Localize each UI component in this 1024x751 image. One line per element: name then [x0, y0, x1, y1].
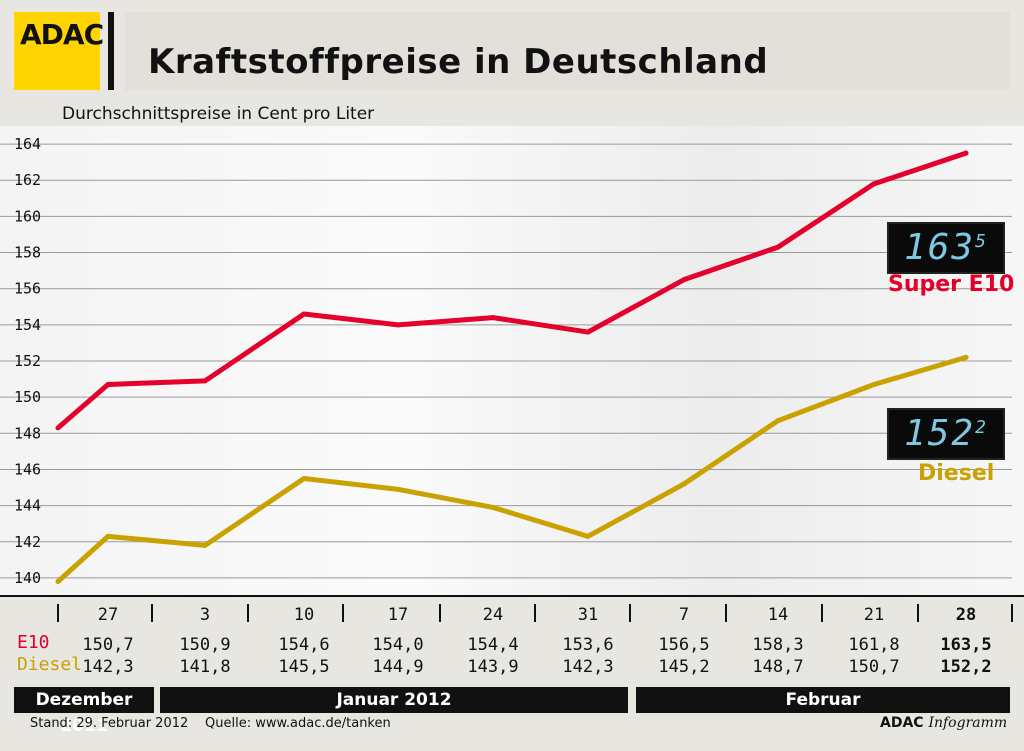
y-tick-label: 154	[14, 316, 41, 334]
data-point-diesel	[585, 533, 591, 539]
value-label-e10: 158,3	[752, 635, 803, 655]
x-tick-label: 28	[956, 605, 976, 625]
data-point-diesel	[871, 382, 877, 387]
e10-badge-sup: 5	[975, 231, 988, 252]
y-tick-label: 148	[14, 424, 41, 442]
value-label-e10: 154,0	[372, 635, 423, 655]
y-tick-label: 164	[14, 135, 41, 153]
data-point-diesel	[681, 481, 687, 487]
y-tick-label: 162	[14, 171, 41, 189]
value-label-diesel: 142,3	[82, 657, 133, 677]
value-label-diesel: 148,7	[752, 657, 803, 677]
month-january: Januar 2012	[160, 687, 628, 713]
value-label-diesel: 145,2	[658, 657, 709, 677]
e10-badge-main: 163	[904, 227, 976, 268]
brand-text: ADAC	[880, 715, 924, 731]
stand-date: Stand: 29. Februar 2012	[30, 716, 189, 731]
y-tick-label: 144	[14, 497, 41, 515]
value-label-diesel: 143,9	[467, 657, 518, 677]
logo-text: ADAC	[20, 18, 104, 51]
value-label-diesel: 145,5	[278, 657, 329, 677]
data-point-diesel	[105, 533, 111, 539]
data-point-e10	[202, 378, 208, 384]
data-point-e10	[490, 315, 496, 321]
y-tick-label: 140	[14, 569, 41, 587]
series-line-e10	[55, 150, 969, 431]
adac-logo: ADAC	[14, 12, 104, 90]
x-tick-label: 21	[864, 605, 884, 625]
value-label-diesel: 152,2	[940, 657, 991, 677]
adac-infogramm: ADAC Infogramm	[880, 715, 1007, 731]
value-label-e10: 154,4	[467, 635, 518, 655]
value-label-diesel: 150,7	[848, 657, 899, 677]
value-label-diesel: 144,9	[372, 657, 423, 677]
diesel-series-label: Diesel	[918, 461, 995, 486]
x-tick-label: 27	[98, 605, 118, 625]
x-tick-label: 7	[679, 605, 689, 625]
month-december: Dezember 2011	[14, 687, 154, 736]
value-label-e10: 153,6	[562, 635, 613, 655]
x-tick-label: 24	[483, 605, 503, 625]
diesel-row-label: Diesel	[17, 654, 83, 675]
logo-divider	[108, 12, 114, 90]
value-label-diesel: 142,3	[562, 657, 613, 677]
brand-italic: Infogramm	[928, 715, 1008, 731]
chart-subtitle: Durchschnittspreise in Cent pro Liter	[62, 104, 375, 124]
y-tick-label: 160	[14, 207, 41, 225]
data-point-diesel	[301, 476, 307, 481]
data-point-e10	[585, 329, 591, 335]
y-tick-label: 156	[14, 280, 41, 298]
value-label-diesel: 141,8	[179, 657, 230, 677]
y-tick-label: 152	[14, 352, 41, 370]
e10-series-label: Super E10	[888, 272, 1015, 297]
e10-row-label: E10	[17, 632, 50, 653]
title-banner	[125, 12, 1010, 90]
diesel-badge-sup: 2	[975, 417, 988, 438]
y-tick-label: 142	[14, 533, 41, 551]
data-point-diesel	[490, 504, 496, 510]
data-point-diesel	[202, 542, 208, 548]
value-label-e10: 154,6	[278, 635, 329, 655]
value-label-e10: 161,8	[848, 635, 899, 655]
data-point-e10	[301, 311, 307, 317]
data-point-e10	[105, 382, 111, 387]
diesel-badge-main: 152	[904, 413, 976, 454]
value-label-e10: 156,5	[658, 635, 709, 655]
value-label-e10: 163,5	[940, 635, 991, 655]
x-tick-label: 3	[200, 605, 210, 625]
data-point-e10	[681, 277, 687, 283]
y-tick-label: 150	[14, 388, 41, 406]
x-tick-label: 31	[578, 605, 598, 625]
month-february: Februar	[636, 687, 1010, 713]
data-point-diesel	[775, 418, 781, 424]
y-tick-label: 158	[14, 244, 41, 262]
data-point-e10	[775, 244, 781, 250]
data-point-diesel	[395, 486, 401, 492]
source-text: Quelle: www.adac.de/tanken	[205, 716, 391, 731]
page-title: Kraftstoffpreise in Deutschland	[148, 42, 769, 82]
y-tick-label: 146	[14, 460, 41, 478]
e10-price-badge: 1635	[887, 222, 1005, 274]
data-point-e10	[395, 322, 401, 328]
value-label-e10: 150,7	[82, 635, 133, 655]
value-label-e10: 150,9	[179, 635, 230, 655]
data-point-e10	[963, 150, 969, 156]
data-point-diesel	[963, 354, 969, 360]
x-tick-label: 14	[768, 605, 788, 625]
diesel-price-badge: 1522	[887, 408, 1005, 460]
x-tick-label: 17	[388, 605, 408, 625]
x-tick-label: 10	[294, 605, 314, 625]
data-point-e10	[871, 181, 877, 187]
